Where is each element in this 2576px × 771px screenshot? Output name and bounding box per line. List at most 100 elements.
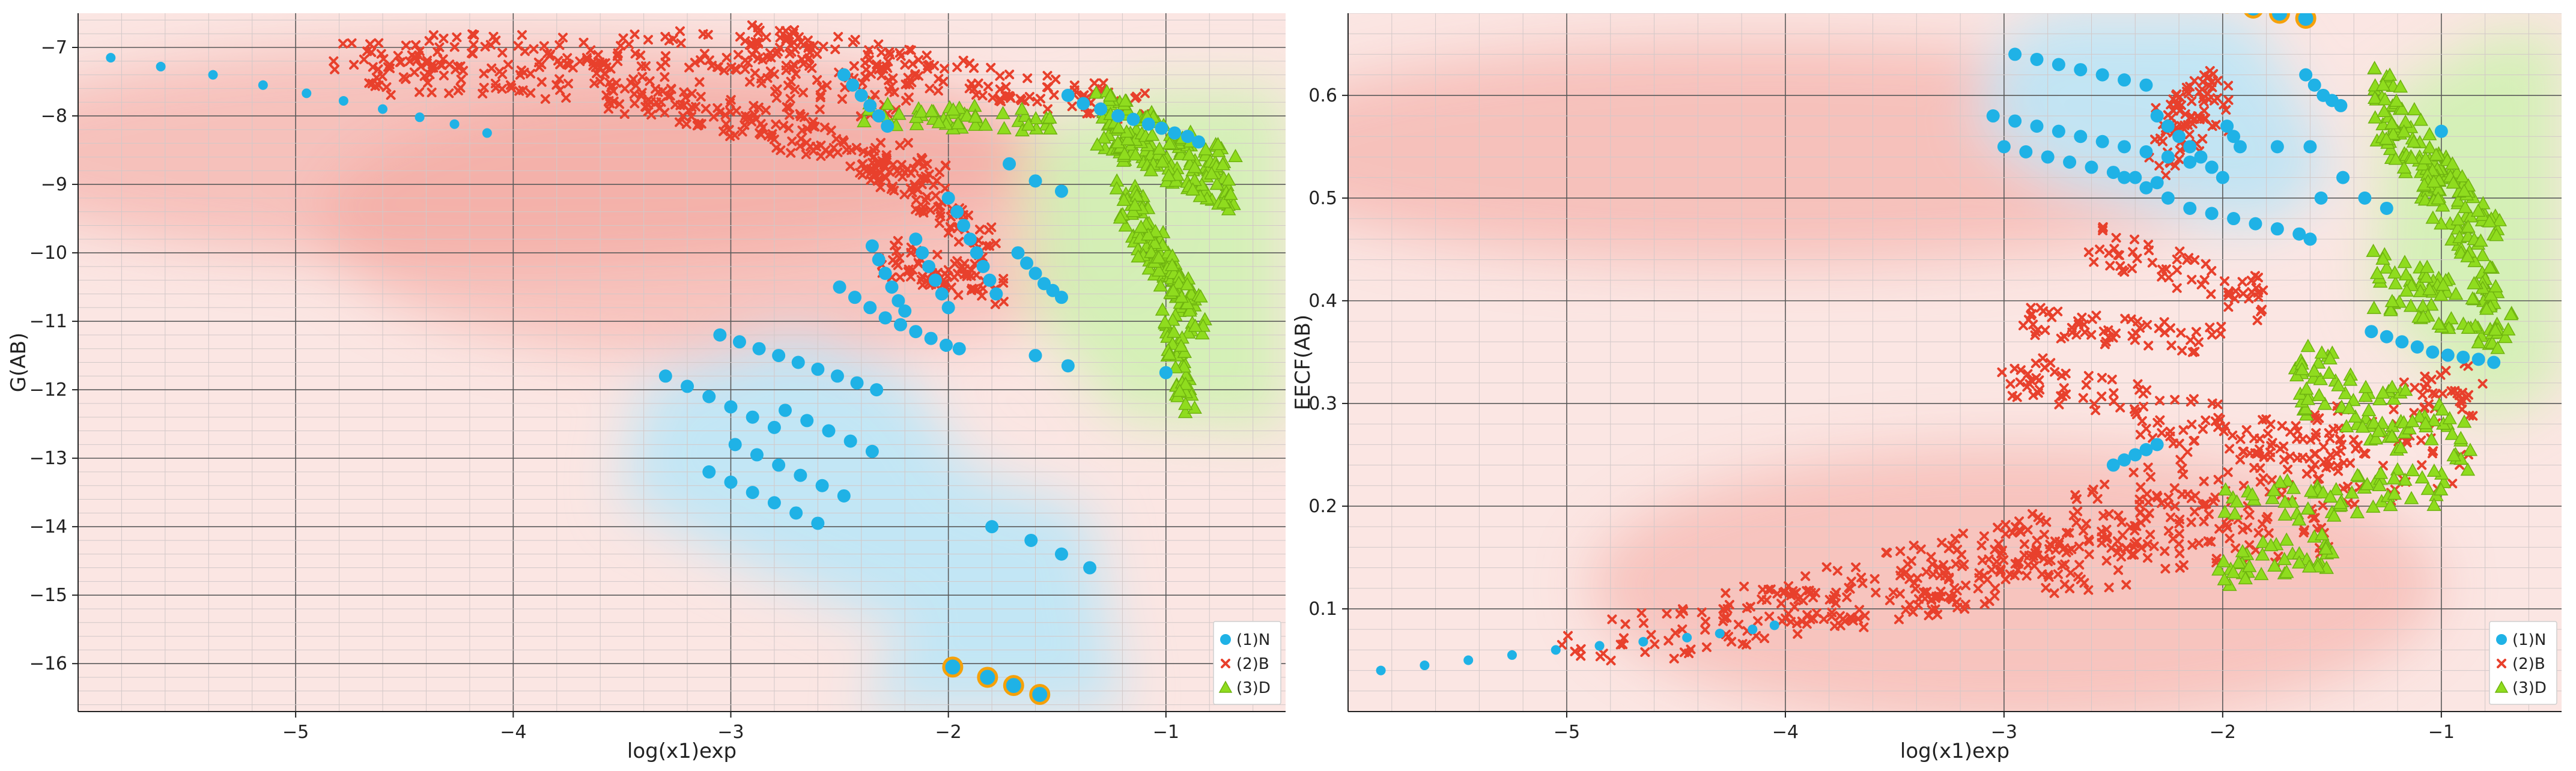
point-B bbox=[749, 109, 759, 119]
point-N bbox=[724, 476, 738, 489]
point-B bbox=[630, 29, 640, 40]
point-N bbox=[2139, 78, 2153, 92]
point-N bbox=[963, 232, 977, 246]
point-B bbox=[1678, 606, 1689, 616]
point-N bbox=[837, 489, 851, 503]
point-D bbox=[909, 116, 925, 130]
point-B bbox=[696, 92, 706, 102]
point-B bbox=[1697, 607, 1707, 617]
point-B bbox=[798, 88, 808, 98]
point-B bbox=[2186, 335, 2196, 345]
point-B bbox=[415, 87, 425, 97]
point-B bbox=[2157, 271, 2167, 282]
point-B bbox=[2417, 460, 2427, 470]
point-B bbox=[2190, 491, 2201, 501]
point-B bbox=[1003, 91, 1013, 101]
point-B bbox=[365, 39, 375, 49]
point-N bbox=[941, 191, 955, 205]
point-B bbox=[643, 35, 653, 45]
legend-label: (2)B bbox=[1236, 655, 1269, 673]
point-B bbox=[2206, 537, 2216, 547]
point-B bbox=[790, 85, 800, 95]
point-B bbox=[2197, 84, 2207, 94]
x-tick-label: −4 bbox=[1772, 722, 1799, 743]
point-B bbox=[712, 103, 723, 113]
point-D bbox=[1215, 157, 1230, 171]
legend-marker-N bbox=[1220, 634, 1231, 645]
point-N bbox=[940, 338, 953, 352]
point-B bbox=[1990, 591, 2000, 601]
point-B bbox=[1846, 576, 1856, 587]
point-D bbox=[2418, 151, 2433, 165]
point-B bbox=[1790, 602, 1800, 612]
point-B bbox=[2311, 428, 2321, 438]
point-B bbox=[924, 169, 934, 180]
point-B bbox=[2074, 542, 2085, 552]
point-B bbox=[1851, 562, 1861, 572]
point-B bbox=[2107, 375, 2117, 385]
point-B bbox=[455, 61, 466, 71]
point-B bbox=[938, 76, 949, 86]
point-B bbox=[2420, 371, 2430, 381]
point-B bbox=[751, 45, 761, 55]
point-D bbox=[1109, 181, 1125, 195]
point-B bbox=[846, 145, 857, 156]
point-B bbox=[830, 44, 840, 55]
point-B bbox=[2183, 489, 2193, 499]
point-B bbox=[1722, 612, 1732, 623]
point-B bbox=[783, 80, 794, 91]
point-D bbox=[2399, 283, 2414, 297]
point-N bbox=[1126, 112, 1140, 126]
point-B bbox=[2221, 104, 2231, 115]
point-B bbox=[912, 157, 922, 167]
point-N bbox=[2150, 176, 2164, 190]
point-B bbox=[2321, 462, 2331, 473]
point-B bbox=[1620, 619, 1630, 629]
point-B bbox=[2160, 546, 2170, 556]
point-D bbox=[2426, 413, 2441, 426]
point-B bbox=[2152, 418, 2163, 428]
point-B bbox=[338, 38, 348, 49]
point-B bbox=[1957, 549, 1967, 560]
point-D bbox=[1164, 258, 1180, 271]
point-N bbox=[811, 362, 825, 376]
point-B bbox=[712, 62, 723, 72]
chart-right: −5 −4 −3 −2 −1 0.1 0.2 0.3 0.4 0.5 0.6 log(x1)exp EE… bbox=[1291, 13, 2562, 763]
point-B bbox=[433, 47, 443, 57]
point-B bbox=[2201, 259, 2211, 269]
point-B bbox=[1043, 82, 1053, 92]
point-D bbox=[2375, 77, 2391, 91]
point-B bbox=[2253, 448, 2263, 458]
point-B bbox=[1737, 639, 1748, 649]
point-B bbox=[2143, 240, 2154, 250]
point-D bbox=[2367, 61, 2382, 74]
point-D bbox=[2422, 282, 2437, 295]
point-B bbox=[2304, 453, 2315, 464]
point-N bbox=[2456, 350, 2470, 364]
point-D bbox=[2383, 303, 2398, 316]
point-B bbox=[837, 94, 847, 104]
point-N-highlighted bbox=[2295, 13, 2316, 29]
point-D bbox=[1168, 360, 1183, 373]
point-B bbox=[917, 154, 928, 165]
point-B bbox=[536, 77, 547, 87]
point-B bbox=[1563, 630, 1573, 641]
point-N bbox=[881, 119, 895, 133]
point-B bbox=[2101, 534, 2112, 544]
point-N bbox=[885, 280, 899, 294]
point-D bbox=[2424, 432, 2439, 446]
point-B bbox=[892, 166, 902, 176]
point-B bbox=[676, 38, 686, 49]
series-3D bbox=[857, 84, 1243, 419]
point-B bbox=[2175, 563, 2185, 573]
point-B bbox=[920, 195, 931, 205]
point-B bbox=[469, 30, 479, 40]
point-B bbox=[2032, 536, 2042, 546]
series-layer bbox=[106, 20, 1243, 705]
point-B bbox=[2196, 279, 2207, 289]
point-D bbox=[2373, 465, 2389, 479]
point-B bbox=[2061, 389, 2071, 399]
point-B bbox=[2183, 447, 2193, 457]
point-B bbox=[2165, 431, 2175, 441]
point-B bbox=[929, 180, 939, 190]
